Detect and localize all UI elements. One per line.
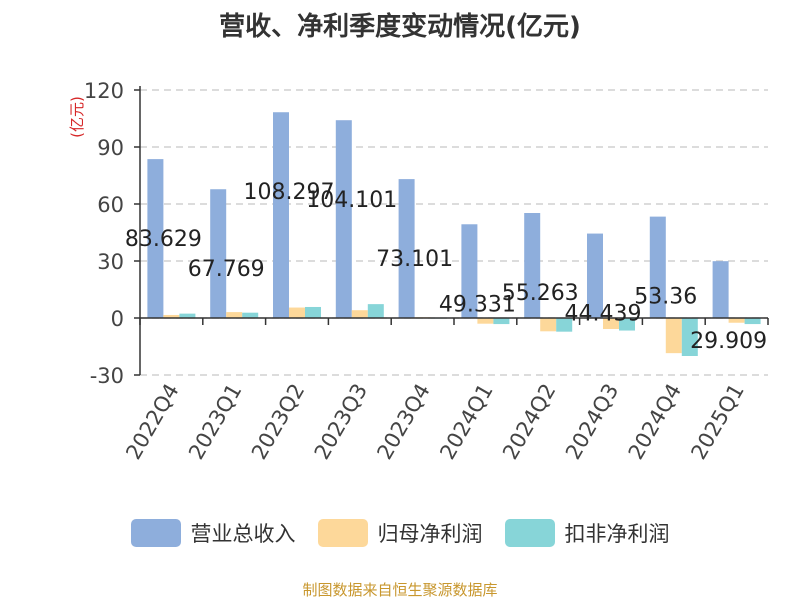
data-label: 104.101: [306, 188, 397, 213]
bar-revenue: [147, 159, 164, 318]
bar-net-profit: [226, 312, 243, 318]
data-label: 83.629: [125, 227, 202, 252]
data-label: 53.36: [634, 285, 697, 310]
bar-deducted-net-profit: [744, 318, 761, 325]
bar-revenue: [524, 213, 541, 318]
legend-item[interactable]: 扣非净利润: [504, 518, 670, 548]
bar-deducted-net-profit: [619, 318, 635, 331]
bar-deducted-net-profit: [242, 312, 259, 318]
x-tick-label: 2024Q3: [561, 380, 623, 464]
bar-net-profit: [289, 307, 305, 318]
y-tick-label: 90: [97, 136, 124, 160]
y-tick-label: -30: [90, 364, 124, 388]
data-source-note: 制图数据来自恒生聚源数据库: [302, 581, 498, 599]
x-tick-label: 2024Q2: [498, 380, 560, 464]
legend-label: 扣非净利润: [564, 522, 670, 546]
bar-net-profit: [540, 318, 557, 332]
bar-net-profit: [163, 314, 180, 318]
bar-deducted-net-profit: [556, 318, 573, 332]
bar-deducted-net-profit: [179, 313, 196, 318]
bar-deducted-net-profit: [493, 318, 510, 325]
legend-swatch: [504, 519, 555, 547]
x-tick-label: 2023Q2: [247, 380, 309, 464]
x-tick-label: 2024Q4: [624, 380, 686, 464]
data-label: 44.439: [565, 302, 642, 327]
data-label: 29.909: [690, 329, 767, 354]
bar-revenue: [461, 224, 478, 318]
x-tick-label: 2023Q3: [310, 380, 372, 464]
x-tick-label: 2023Q4: [372, 380, 434, 464]
bar-revenue: [649, 216, 666, 318]
y-tick-label: 60: [97, 193, 124, 217]
bar-revenue: [335, 120, 352, 318]
bar-net-profit: [728, 318, 745, 323]
bar-revenue: [273, 112, 289, 318]
y-tick-label: 120: [84, 79, 124, 103]
legend: 营业总收入 归母净利润 扣非净利润: [0, 518, 800, 548]
legend-swatch: [130, 519, 181, 547]
data-label: 73.101: [376, 247, 453, 272]
bar-revenue: [210, 189, 227, 318]
bar-net-profit: [665, 318, 682, 354]
bar-revenue: [712, 261, 729, 318]
bar-revenue: [587, 233, 603, 318]
data-label: 67.769: [188, 257, 265, 282]
x-tick-label: 2023Q1: [184, 380, 246, 464]
legend-item[interactable]: 归母净利润: [317, 518, 483, 548]
bar-deducted-net-profit: [367, 304, 384, 318]
legend-label: 归母净利润: [377, 522, 483, 546]
bar-deducted-net-profit: [305, 306, 321, 318]
x-tick-label: 2022Q4: [121, 380, 183, 464]
data-label: 55.263: [502, 281, 579, 306]
bar-revenue: [398, 179, 415, 318]
x-tick-label: 2025Q1: [686, 380, 748, 464]
y-axis-label: (亿元): [68, 96, 86, 138]
bar-net-profit: [477, 318, 494, 324]
bar-net-profit: [603, 318, 619, 330]
y-tick-label: 30: [97, 250, 124, 274]
data-label: 108.297: [244, 180, 335, 205]
bar-net-profit: [351, 310, 368, 318]
legend-item[interactable]: 营业总收入: [130, 518, 296, 548]
data-label: 49.331: [439, 292, 516, 317]
legend-label: 营业总收入: [190, 522, 296, 546]
chart-title: 营收、净利季度变动情况(亿元): [219, 12, 581, 42]
legend-swatch: [317, 519, 368, 547]
x-tick-label: 2024Q1: [435, 380, 497, 464]
bar-deducted-net-profit: [681, 318, 698, 356]
y-tick-label: 0: [111, 307, 124, 331]
